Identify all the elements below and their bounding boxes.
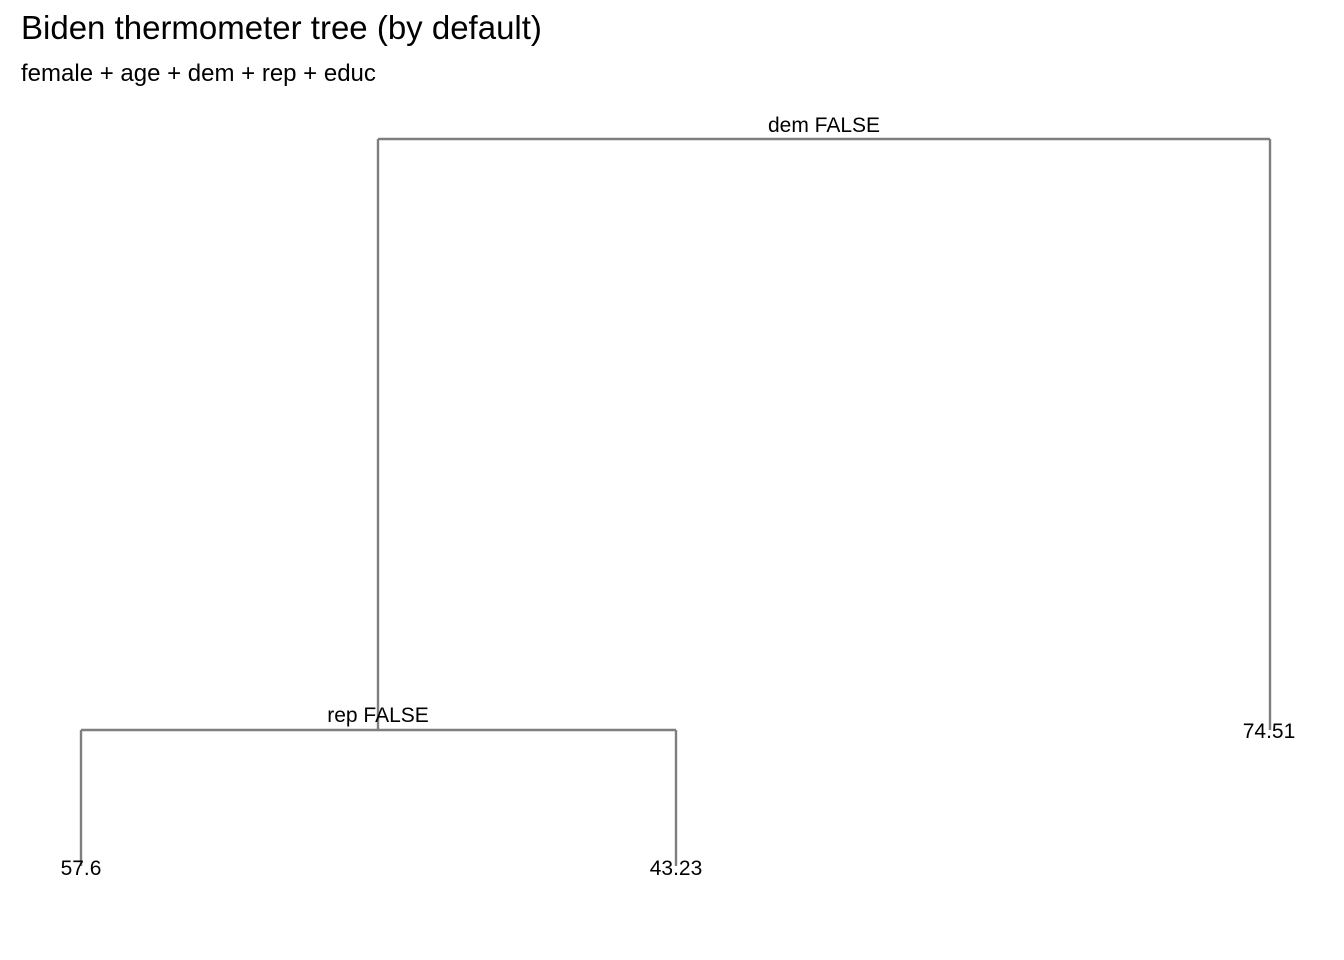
- leaf-value-label: 43.23: [650, 857, 703, 880]
- leaf-value-label: 57.6: [61, 857, 102, 880]
- root-split-label: dem FALSE: [768, 114, 880, 137]
- chart-subtitle: female + age + dem + rep + educ: [21, 60, 376, 87]
- chart-title: Biden thermometer tree (by default): [21, 9, 542, 46]
- leaf-value-label: 74.51: [1243, 720, 1296, 743]
- node-rep-split-label: rep FALSE: [327, 704, 429, 727]
